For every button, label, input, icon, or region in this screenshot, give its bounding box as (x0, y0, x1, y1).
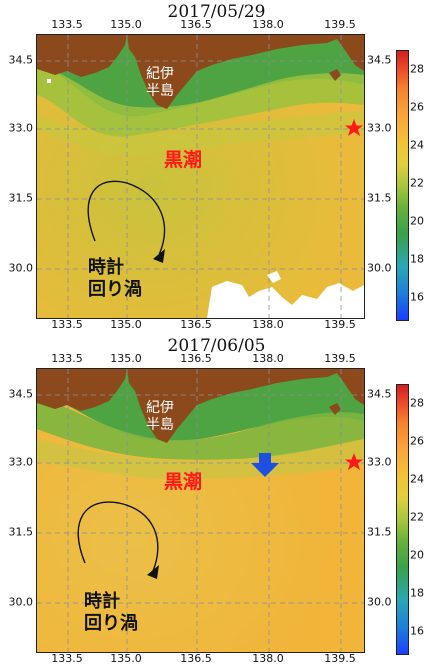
lat-tick: 31.5 (367, 191, 392, 205)
kii-peninsula-label: 紀伊 半島 (146, 400, 174, 434)
kuroshio-label: 黒潮 (164, 149, 203, 171)
lon-tick: 139.5 (324, 652, 356, 665)
lon-tick: 135.0 (110, 652, 142, 665)
kuroshio-label: 黒潮 (164, 471, 203, 493)
panel-2-date-title: 2017/06/05 (167, 336, 266, 356)
lat-tick: 30.0 (367, 261, 392, 275)
lat-tick: 30.0 (8, 595, 34, 609)
colorbar-tick: 26 (410, 434, 424, 448)
lat-tick: 33.0 (367, 455, 392, 469)
colorbar-tick: 24 (410, 472, 424, 486)
lat-tick: 33.0 (367, 121, 392, 135)
colorbar-2 (396, 384, 409, 655)
colorbar-tick: 22 (410, 510, 424, 524)
panel-1-date-title: 2017/05/29 (167, 2, 266, 22)
lat-tick: 33.0 (8, 121, 34, 135)
lat-tick: 34.5 (367, 53, 392, 67)
kii-label-line-1: 紀伊 (146, 66, 174, 82)
lon-tick: 136.5 (180, 652, 212, 665)
map-panel-1: 2017/05/29 133.5 135.0 136.5 138.0 139.5 (0, 0, 433, 334)
colorbar-tick: 24 (410, 138, 424, 152)
lon-tick: 133.5 (51, 318, 83, 331)
lon-tick: 139.5 (324, 352, 356, 365)
clockwise-eddy-arrow-icon (77, 501, 159, 579)
clockwise-eddy-label: 時計 回り渦 (84, 591, 138, 635)
colorbar-1 (396, 50, 409, 321)
lon-tick: 133.5 (51, 352, 83, 365)
lat-tick: 30.0 (8, 261, 34, 275)
eddy-label-line-2: 回り渦 (84, 613, 138, 634)
lon-tick: 133.5 (51, 18, 83, 31)
lon-tick: 133.5 (51, 652, 83, 665)
clockwise-eddy-arrow-icon (87, 180, 166, 263)
lon-tick: 135.0 (110, 318, 142, 331)
clockwise-eddy-label: 時計 回り渦 (88, 257, 142, 301)
lon-tick: 138.0 (252, 352, 284, 365)
map-panel-2: 2017/06/05 133.5 135.0 136.5 138.0 139.5 (0, 334, 433, 669)
lon-tick: 135.0 (110, 18, 142, 31)
lon-tick: 139.5 (324, 318, 356, 331)
lat-tick: 33.0 (8, 455, 34, 469)
kii-label-line-1: 紀伊 (146, 400, 174, 416)
star-marker-icon (345, 119, 363, 136)
colorbar-tick: 26 (410, 100, 424, 114)
colorbar-tick: 16 (410, 624, 424, 638)
lon-tick: 138.0 (252, 652, 284, 665)
colorbar-tick: 20 (410, 548, 424, 562)
kii-label-line-2: 半島 (146, 83, 174, 99)
lon-tick: 135.0 (110, 352, 142, 365)
lat-tick: 31.5 (8, 525, 34, 539)
lat-tick: 30.0 (367, 595, 392, 609)
sst-map-1 (36, 34, 365, 319)
lon-tick: 139.5 (324, 18, 356, 31)
lon-tick: 136.5 (180, 318, 212, 331)
star-marker-icon (345, 453, 363, 470)
lon-tick: 138.0 (252, 18, 284, 31)
down-arrow-icon (251, 453, 279, 477)
lat-tick: 34.5 (367, 387, 392, 401)
eddy-label-line-2: 回り渦 (88, 279, 142, 300)
kii-label-line-2: 半島 (146, 417, 174, 433)
lat-tick: 34.5 (8, 53, 34, 67)
lon-tick: 136.5 (180, 18, 212, 31)
colorbar-tick: 18 (410, 586, 424, 600)
colorbar-tick: 16 (410, 290, 424, 304)
colorbar-tick: 28 (410, 396, 424, 410)
lat-tick: 31.5 (367, 525, 392, 539)
colorbar-tick: 28 (410, 62, 424, 76)
eddy-label-line-1: 時計 (88, 257, 124, 278)
kii-peninsula-label: 紀伊 半島 (146, 66, 174, 100)
lon-tick: 138.0 (252, 318, 284, 331)
colorbar-tick: 22 (410, 176, 424, 190)
colorbar-tick: 18 (410, 252, 424, 266)
sst-map-2 (36, 368, 365, 653)
eddy-label-line-1: 時計 (84, 591, 120, 612)
lat-tick: 34.5 (8, 387, 34, 401)
colorbar-tick: 20 (410, 214, 424, 228)
lon-tick: 136.5 (180, 352, 212, 365)
lat-tick: 31.5 (8, 191, 34, 205)
